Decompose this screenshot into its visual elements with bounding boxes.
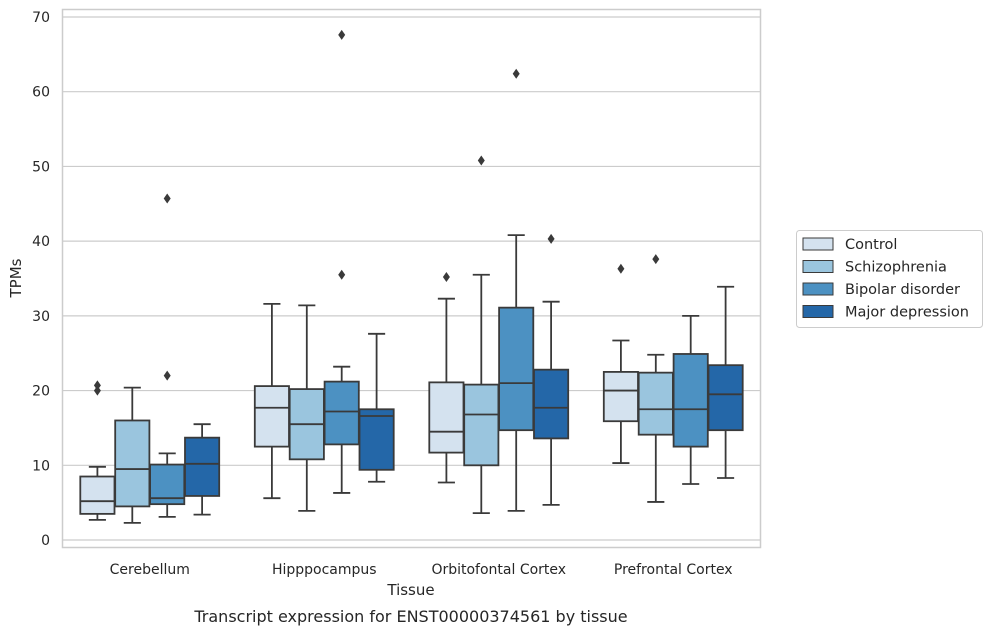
iqr-box	[672, 353, 709, 448]
box-group	[184, 423, 221, 516]
y-axis-label: TPMs	[7, 258, 25, 298]
box-group	[358, 332, 395, 483]
x-tick-labels: Cerebellum Hipppocampus Orbitofontal Corte…	[110, 562, 733, 578]
outlier-point	[547, 233, 555, 244]
legend-label: Bipolar disorder	[845, 282, 960, 298]
legend-frame	[796, 230, 983, 328]
outlier-point	[477, 155, 485, 166]
outlier-point	[338, 29, 346, 40]
outlier-point	[93, 385, 101, 396]
outlier-point	[93, 380, 101, 391]
box-group	[533, 233, 570, 506]
iqr-box	[463, 383, 500, 467]
outlier-point	[442, 272, 450, 283]
outlier-point	[512, 68, 520, 79]
y-tick-label: 0	[41, 533, 50, 549]
legend-label: Control	[845, 237, 897, 253]
legend-swatch	[802, 260, 834, 273]
y-tick-labels: 0 10 20 30 40 50 60 70	[32, 10, 50, 549]
x-axis-label: Tissue	[386, 581, 434, 599]
legend-swatch	[802, 282, 834, 296]
outlier-point	[163, 193, 171, 204]
y-tick-label: 60	[32, 85, 50, 101]
box-group	[672, 314, 709, 485]
box-group	[428, 272, 465, 484]
y-tick-label: 20	[32, 384, 50, 400]
box-group	[463, 155, 500, 515]
iqr-box	[498, 306, 535, 432]
y-tick-label: 30	[32, 309, 50, 325]
x-tick-label: Orbitofontal Cortex	[431, 562, 566, 578]
legend-label: Schizophrenia	[845, 260, 947, 276]
iqr-box	[253, 385, 290, 448]
iqr-box	[358, 408, 395, 471]
outlier-point	[652, 254, 660, 265]
legend-swatch	[802, 305, 834, 318]
iqr-box	[323, 380, 360, 446]
outlier-point	[617, 263, 625, 274]
y-tick-label: 50	[32, 159, 50, 175]
box-group	[114, 386, 151, 524]
iqr-box	[533, 368, 570, 440]
plot-frame	[61, 8, 762, 549]
box-group	[253, 303, 290, 500]
y-tick-label: 70	[32, 10, 50, 26]
y-tick-label: 40	[32, 234, 50, 250]
iqr-box	[428, 381, 465, 454]
iqr-box	[114, 419, 151, 508]
x-tick-label: Cerebellum	[110, 562, 190, 578]
legend-label: Major depression	[845, 305, 969, 321]
iqr-box	[637, 371, 674, 436]
iqr-box	[79, 475, 116, 515]
iqr-box	[602, 371, 639, 423]
legend-swatch	[802, 237, 834, 251]
box-group	[323, 29, 360, 494]
iqr-box	[184, 436, 221, 497]
iqr-box	[707, 364, 744, 432]
outlier-point	[163, 370, 171, 381]
legend: Control Schizophrenia Bipolar disorder Majo…	[796, 230, 983, 328]
box-group	[707, 285, 744, 479]
box-group	[79, 380, 116, 521]
boxes	[79, 29, 744, 524]
x-tick-label: Prefrontal Cortex	[614, 562, 733, 578]
box-group	[602, 263, 639, 464]
y-tick-label: 10	[32, 458, 50, 474]
x-tick-label: Hipppocampus	[272, 562, 377, 578]
chart-caption: Transcript expression for ENST0000037456…	[193, 607, 627, 626]
outlier-point	[338, 269, 346, 280]
